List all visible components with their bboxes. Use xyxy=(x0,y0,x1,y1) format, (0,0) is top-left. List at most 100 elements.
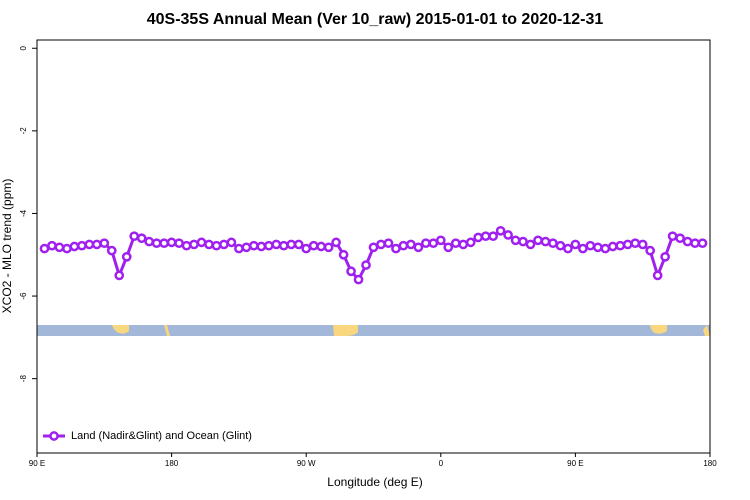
data-point xyxy=(443,242,454,253)
data-point xyxy=(465,237,476,248)
data-point xyxy=(667,231,678,242)
data-point xyxy=(249,240,259,251)
data-point xyxy=(682,236,693,247)
data-point xyxy=(510,235,521,246)
y-tick-label: -6 xyxy=(19,292,28,300)
data-point xyxy=(376,239,386,250)
chart-title: 40S-35S Annual Mean (Ver 10_raw) 2015-01… xyxy=(147,11,604,28)
data-point xyxy=(278,240,289,251)
data-point xyxy=(114,270,125,281)
data-point xyxy=(121,251,132,262)
data-point xyxy=(77,240,87,251)
data-point xyxy=(286,239,297,250)
legend-label: Land (Nadir&Glint) and Ocean (Glint) xyxy=(71,430,252,442)
y-axis-title: XCO2 - MLO trend (ppm) xyxy=(0,179,14,314)
data-point xyxy=(622,239,633,250)
data-point xyxy=(69,241,80,252)
data-point xyxy=(54,242,65,253)
data-point xyxy=(652,270,663,281)
data-point xyxy=(473,232,484,243)
data-point xyxy=(428,238,439,249)
data-point xyxy=(525,239,536,250)
data-point xyxy=(91,239,102,250)
data-point xyxy=(690,238,700,249)
data-point xyxy=(353,274,364,285)
data-point xyxy=(458,239,469,250)
data-point xyxy=(637,239,648,250)
data-point xyxy=(518,236,528,247)
data-point xyxy=(129,231,140,242)
data-point xyxy=(39,243,50,254)
data-point xyxy=(488,231,498,242)
data-point xyxy=(316,241,327,252)
plot-frame xyxy=(36,39,711,454)
y-tick-label: -2 xyxy=(19,127,28,135)
data-point xyxy=(533,235,543,246)
data-point xyxy=(159,238,169,249)
data-point xyxy=(196,237,207,248)
data-point xyxy=(548,238,558,249)
data-point xyxy=(570,239,581,250)
data-point xyxy=(495,225,506,236)
data-point xyxy=(585,240,596,251)
data-point xyxy=(99,238,110,249)
data-point xyxy=(645,245,656,256)
y-tick-label: -8 xyxy=(19,375,28,383)
data-point xyxy=(47,240,57,251)
data-point xyxy=(226,237,237,248)
data-point xyxy=(166,237,177,248)
data-point xyxy=(346,266,356,277)
data-point xyxy=(420,238,431,249)
data-point xyxy=(675,233,685,244)
data-point xyxy=(204,239,214,250)
data-point xyxy=(301,243,312,254)
data-point xyxy=(413,242,424,253)
x-tick-label: 180 xyxy=(703,459,717,468)
data-point xyxy=(383,238,394,249)
x-tick-label: 90 E xyxy=(567,459,583,468)
legend-marker xyxy=(49,431,59,441)
data-point xyxy=(136,233,147,244)
data-point xyxy=(189,239,199,250)
data-point xyxy=(256,241,267,252)
x-axis-title: Longitude (deg E) xyxy=(327,475,422,489)
data-point xyxy=(660,251,670,262)
data-point xyxy=(106,245,117,256)
data-point xyxy=(308,240,319,251)
data-point xyxy=(331,237,341,248)
data-point xyxy=(84,239,95,250)
data-point xyxy=(600,243,611,254)
data-point xyxy=(62,243,72,254)
data-point xyxy=(391,243,401,254)
x-tick-label: 0 xyxy=(439,459,444,468)
x-tick-label: 90 W xyxy=(297,459,316,468)
x-tick-label: 90 E xyxy=(29,459,45,468)
data-point xyxy=(540,236,551,247)
data-point xyxy=(151,238,162,249)
data-point xyxy=(615,240,626,251)
x-tick-label: 180 xyxy=(165,459,179,468)
data-point xyxy=(338,249,349,260)
data-point xyxy=(181,240,192,251)
data-point xyxy=(323,242,334,253)
data-point xyxy=(263,240,274,251)
data-point xyxy=(563,243,573,254)
data-point xyxy=(241,242,252,253)
data-point xyxy=(211,240,222,251)
data-point xyxy=(219,239,229,250)
data-point xyxy=(406,239,416,250)
data-point xyxy=(630,238,641,249)
data-point xyxy=(144,236,155,247)
data-point xyxy=(234,243,244,254)
data-point xyxy=(361,260,371,270)
data-point xyxy=(555,240,566,251)
data-point xyxy=(293,239,304,250)
data-point xyxy=(607,241,618,252)
data-point xyxy=(450,238,461,249)
data-point xyxy=(174,238,184,249)
data-point xyxy=(435,235,446,246)
data-point xyxy=(578,243,588,254)
data-point xyxy=(398,240,409,251)
y-tick-label: 0 xyxy=(19,45,28,50)
